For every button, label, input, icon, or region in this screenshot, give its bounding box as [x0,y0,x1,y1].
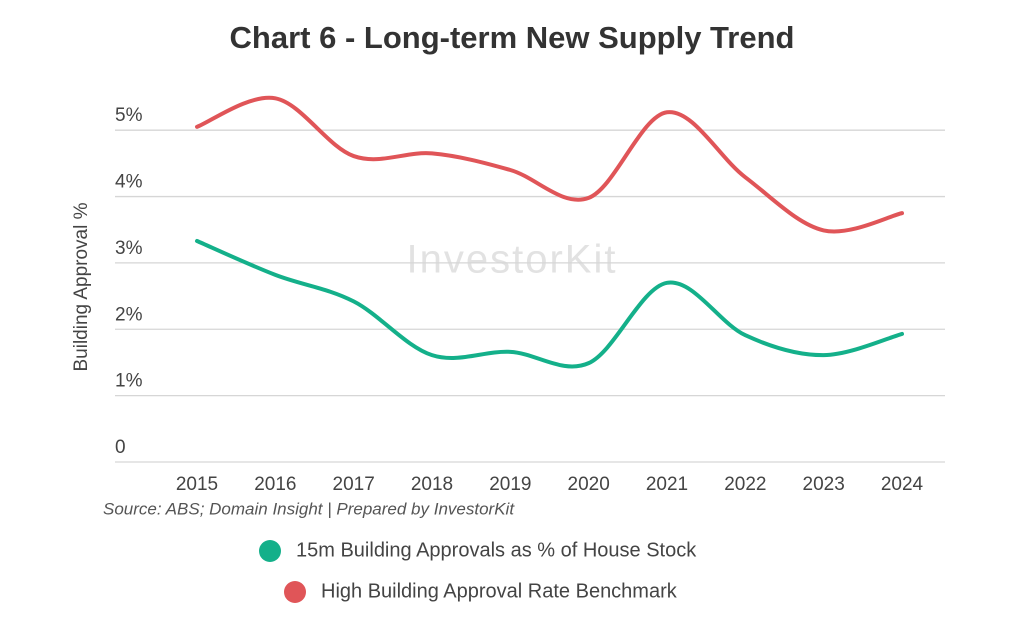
y-tick-label: 0 [115,437,126,458]
y-tick-label: 3% [115,238,143,259]
chart-title: Chart 6 - Long-term New Supply Trend [230,20,795,55]
x-tick-label: 2019 [489,474,531,495]
y-axis-label: Building Approval % [71,202,92,371]
x-tick-label: 2021 [646,474,688,495]
legend-label: High Building Approval Rate Benchmark [321,580,678,602]
y-tick-label: 4% [115,172,143,193]
legend-marker [284,581,306,603]
x-tick-label: 2017 [333,474,375,495]
x-tick-label: 2020 [568,474,610,495]
x-tick-label: 2024 [881,474,924,495]
legend-label: 15m Building Approvals as % of House Sto… [296,539,697,561]
x-tick-label: 2018 [411,474,453,495]
line-series [195,95,904,234]
watermark: InvestorKit [407,238,618,282]
y-tick-label: 5% [115,105,143,126]
line-series [195,239,904,369]
y-tick-label: 1% [115,371,143,392]
x-tick-label: 2016 [254,474,296,495]
x-tick-label: 2015 [176,474,218,495]
x-tick-label: 2022 [724,474,766,495]
source-note: Source: ABS; Domain Insight | Prepared b… [103,499,515,518]
legend-marker [259,540,281,562]
x-tick-label: 2023 [803,474,845,495]
y-tick-label: 2% [115,304,143,325]
